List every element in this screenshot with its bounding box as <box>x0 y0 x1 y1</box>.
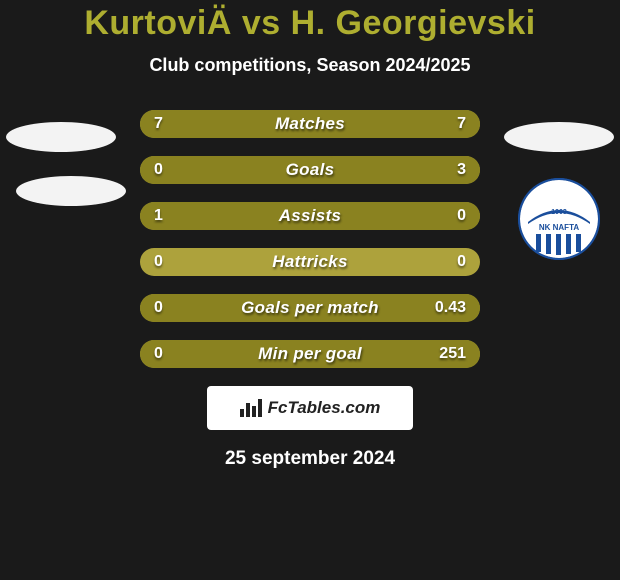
svg-text:NK NAFTA: NK NAFTA <box>539 223 580 232</box>
comparison-canvas: KurtoviÄ vs H. Georgievski Club competit… <box>0 0 620 580</box>
stat-label: Goals per match <box>140 294 480 322</box>
stat-label: Goals <box>140 156 480 184</box>
player-left-photo-placeholder-2 <box>16 176 126 206</box>
stat-row: 0251Min per goal <box>140 340 480 368</box>
stat-row: 10Assists <box>140 202 480 230</box>
stat-label: Matches <box>140 110 480 138</box>
player-right-photo-placeholder <box>504 122 614 152</box>
stat-label: Assists <box>140 202 480 230</box>
stat-row: 00Hattricks <box>140 248 480 276</box>
snapshot-date: 25 september 2024 <box>0 448 620 470</box>
attribution-text: FcTables.com <box>268 398 381 418</box>
subtitle: Club competitions, Season 2024/2025 <box>0 55 620 76</box>
attribution-badge: FcTables.com <box>207 386 413 430</box>
club-badge-icon: 1903 NK NAFTA <box>518 178 600 260</box>
stats-bars: 77Matches 03Goals 10Assists 00Hattricks 00.4… <box>140 110 480 368</box>
page-title: KurtoviÄ vs H. Georgievski <box>0 0 620 43</box>
player-left-photo-placeholder-1 <box>6 122 116 152</box>
stat-row: 03Goals <box>140 156 480 184</box>
bars-icon <box>240 399 262 417</box>
svg-text:1903: 1903 <box>551 209 567 216</box>
stat-label: Hattricks <box>140 248 480 276</box>
stat-label: Min per goal <box>140 340 480 368</box>
stat-row: 77Matches <box>140 110 480 138</box>
stat-row: 00.43Goals per match <box>140 294 480 322</box>
club-badge-right: 1903 NK NAFTA <box>518 178 600 260</box>
